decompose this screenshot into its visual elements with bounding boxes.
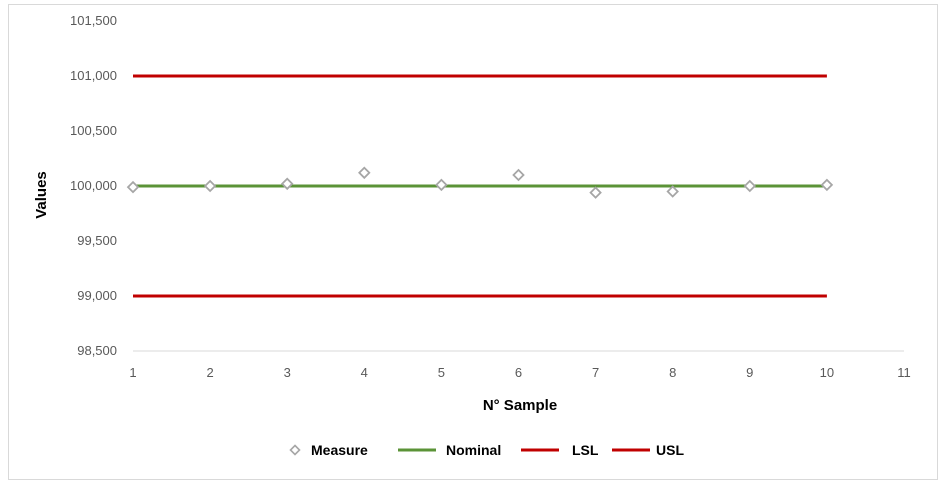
measure-markers (126, 166, 834, 199)
measure-point (589, 186, 602, 199)
x-tick-labels: 1 2 3 4 5 6 7 8 9 10 11 (129, 365, 910, 380)
legend-item-usl: USL (612, 442, 684, 458)
x-tick-label: 2 (206, 365, 213, 380)
x-tick-label: 5 (438, 365, 445, 380)
x-axis-title: N° Sample (483, 397, 557, 414)
measure-point (743, 179, 757, 193)
measure-point (512, 168, 525, 182)
x-tick-label: 3 (284, 365, 291, 380)
x-tick-label: 6 (515, 365, 522, 380)
measure-point (666, 185, 679, 198)
measure-point (203, 179, 217, 193)
y-axis-title: Values (33, 171, 50, 219)
x-tick-label: 11 (897, 365, 911, 380)
legend-item-measure: Measure (289, 442, 368, 458)
measure-point (435, 178, 448, 192)
y-tick-label: 100,500 (70, 123, 117, 138)
chart-frame (8, 4, 938, 480)
series-lines (133, 74, 827, 298)
legend-swatch (289, 444, 301, 456)
y-tick-label: 99,500 (77, 233, 117, 248)
legend-label: Nominal (446, 442, 501, 458)
y-tick-label: 99,000 (77, 288, 117, 303)
x-tick-label: 7 (592, 365, 599, 380)
y-tick-label: 100,000 (70, 178, 117, 193)
legend-item-lsl: LSL (521, 442, 599, 458)
x-tick-label: 9 (746, 365, 753, 380)
y-tick-label: 98,500 (77, 343, 117, 358)
legend-label: Measure (311, 442, 368, 458)
x-tick-label: 8 (669, 365, 676, 380)
x-tick-label: 10 (820, 365, 834, 380)
measure-point (280, 177, 294, 191)
y-tick-label: 101,000 (70, 68, 117, 83)
legend-label: LSL (572, 442, 599, 458)
measure-point (126, 180, 140, 194)
legend-item-nominal: Nominal (398, 442, 501, 458)
legend-label: USL (656, 442, 684, 458)
y-tick-labels: 98,500 99,000 99,500 100,000 100,500 101,000 1… (70, 13, 117, 358)
measure-point (820, 178, 834, 192)
legend: Measure Nominal LSL USL (289, 442, 684, 458)
y-tick-label: 101,500 (70, 13, 117, 28)
x-tick-label: 1 (129, 365, 136, 380)
x-tick-label: 4 (361, 365, 368, 380)
measure-point (358, 166, 371, 180)
